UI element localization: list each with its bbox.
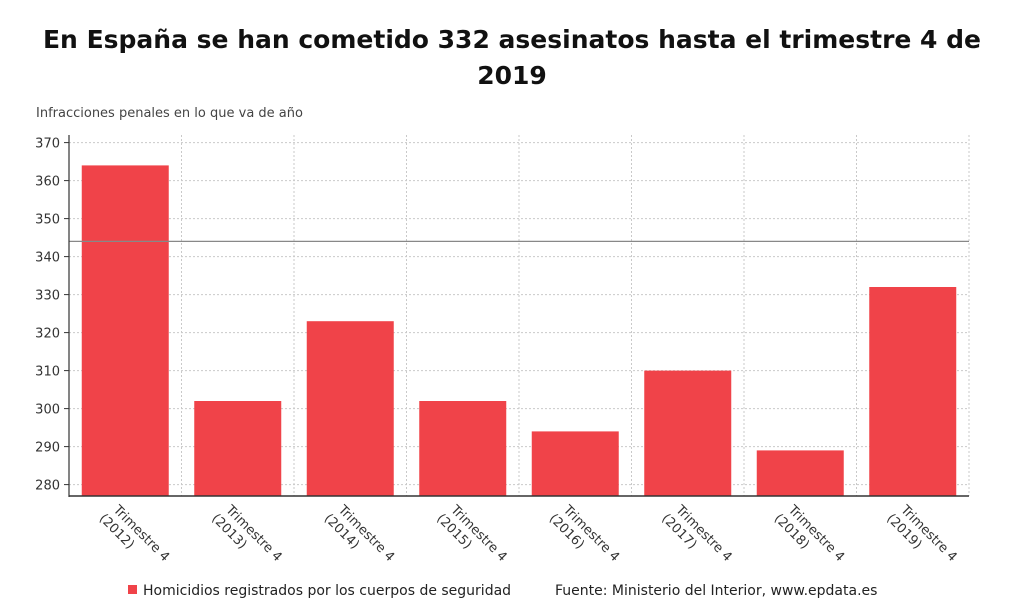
- chart-title-line-2: 2019: [477, 61, 547, 90]
- chart-title-line-1: En España se han cometido 332 asesinatos…: [42, 25, 982, 54]
- bar: [81, 165, 169, 496]
- legend-label: Homicidios registrados por los cuerpos d…: [143, 583, 512, 599]
- chart-subtitle: Infracciones penales en lo que va de año: [36, 106, 303, 121]
- bar: [194, 401, 282, 496]
- y-tick-label: 350: [35, 213, 60, 228]
- labels-layer: 280 290 300 310 320 330 340 350 360 370 Trimestre …: [35, 137, 959, 576]
- legend: Homicidios registrados por los cuerpos d…: [128, 583, 511, 599]
- y-tick-label: 300: [35, 403, 60, 418]
- grid-layer: [69, 135, 970, 496]
- bar: [756, 450, 844, 496]
- bar: [644, 370, 732, 496]
- bars-layer: [81, 165, 957, 496]
- x-tick-label: Trimestre 4(2015): [433, 500, 509, 576]
- y-tick-label: 280: [35, 479, 60, 494]
- legend-swatch: [128, 585, 137, 594]
- y-tick-label: 320: [35, 327, 60, 342]
- x-tick-label: Trimestre 4(2016): [546, 500, 622, 576]
- axes-layer: [64, 135, 969, 497]
- y-tick-label: 290: [35, 441, 60, 456]
- y-tick-label: 340: [35, 251, 60, 266]
- x-tick-label: Trimestre 4(2014): [321, 500, 397, 576]
- bar: [419, 401, 507, 496]
- x-tick-label: Trimestre 4(2013): [208, 500, 284, 576]
- source-note: Fuente: Ministerio del Interior, www.epd…: [555, 583, 878, 599]
- x-tick-label: Trimestre 4(2018): [771, 500, 847, 576]
- y-tick-label: 330: [35, 289, 60, 304]
- y-tick-label: 360: [35, 175, 60, 190]
- y-tick-label: 310: [35, 365, 60, 380]
- chart-title: En España se han cometido 332 asesinatos…: [0, 22, 1024, 94]
- bar: [306, 321, 394, 496]
- bar: [531, 431, 619, 496]
- y-tick-label: 370: [35, 137, 60, 152]
- x-tick-label: Trimestre 4(2012): [96, 500, 172, 576]
- bar: [869, 287, 957, 496]
- x-tick-label: Trimestre 4(2019): [883, 500, 959, 576]
- x-tick-label: Trimestre 4(2017): [658, 500, 734, 576]
